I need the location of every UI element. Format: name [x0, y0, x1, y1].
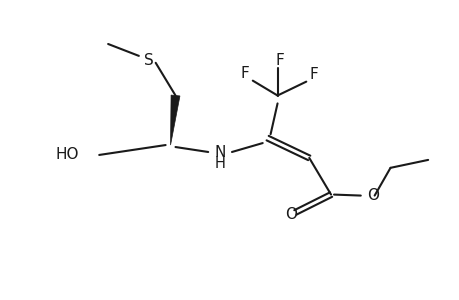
- Text: F: F: [309, 67, 318, 82]
- Text: O: O: [285, 207, 297, 222]
- Text: F: F: [274, 53, 283, 68]
- Text: HO: HO: [56, 148, 79, 163]
- Polygon shape: [170, 95, 179, 145]
- Text: N: N: [214, 146, 225, 160]
- Text: S: S: [144, 53, 153, 68]
- Text: O: O: [366, 188, 378, 203]
- Text: H: H: [214, 156, 225, 171]
- Text: F: F: [240, 66, 249, 81]
